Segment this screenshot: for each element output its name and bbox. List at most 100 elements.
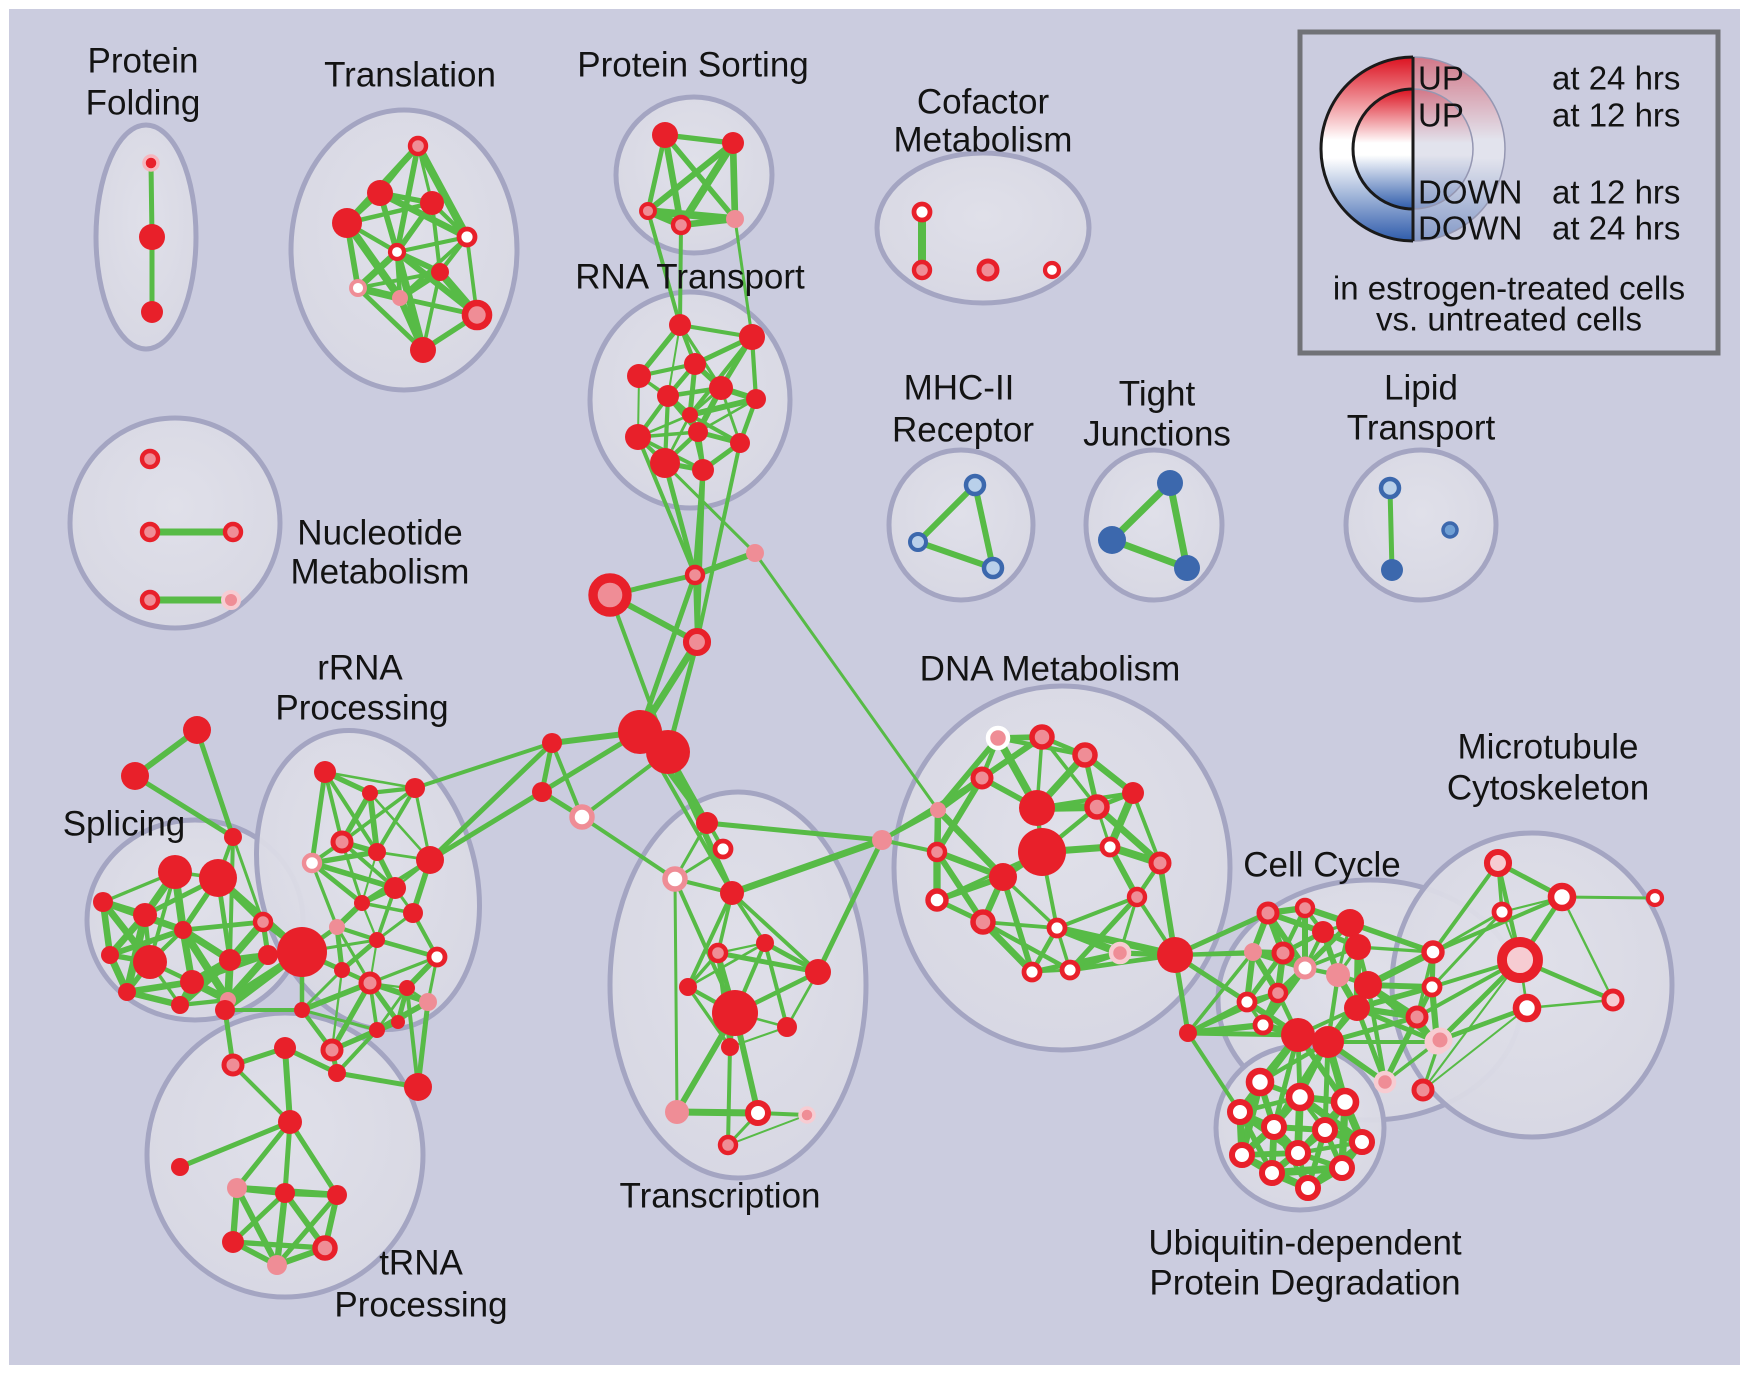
network-node [399,980,415,996]
network-edge [230,1190,288,1245]
network-edge [933,774,986,856]
network-edge [686,941,767,989]
network-edge [323,770,344,844]
network-edge [1421,958,1522,1092]
network-node [1326,963,1350,987]
network-node [682,627,712,657]
network-node [367,180,393,206]
network-node [403,903,423,923]
cluster-label-lipid-transport: Lipid [1384,369,1458,408]
network-node [1285,1082,1315,1112]
network-edge [414,142,471,241]
network-node [158,855,192,889]
network-node [1336,909,1364,937]
network-edge [415,999,431,1090]
network-node [294,1002,310,1018]
network-node [1441,521,1459,539]
network-node [171,996,189,1014]
network-node [215,1000,235,1020]
network-node [133,903,157,927]
cluster-ellipse-trna-processing [144,1010,426,1300]
network-edge [179,926,232,1004]
network-edge [355,285,426,353]
network-node [349,279,367,297]
network-node [1345,934,1371,960]
network-node [1271,941,1295,965]
network-node [665,1100,689,1124]
network-node [696,812,718,834]
network-node [1084,794,1110,820]
network-node [1645,888,1665,908]
network-node [121,762,149,790]
network-node [692,459,714,481]
network-edge [413,741,554,790]
network-edge [309,849,380,866]
network-node [1072,742,1098,768]
network-node [1042,260,1062,280]
network-edge [300,968,344,1012]
cluster-label-tight-junctions: Tight [1119,375,1196,414]
network-edge [367,790,380,855]
legend: UP at 24 hrs UP at 12 hrs DOWN at 12 hrs DOWN a… [1297,29,1721,356]
network-edge [330,968,344,1052]
network-node [1329,1155,1355,1181]
network-edge [123,988,184,1009]
network-edge [1560,895,1615,1002]
network-node [1179,1024,1197,1042]
network-node [1378,476,1402,500]
network-node [1497,937,1543,983]
network-node [985,725,1011,751]
network-node [756,934,774,952]
network-edge [374,785,418,855]
network-node [722,132,744,154]
cluster-label-trna-processing: tRNA [379,1244,463,1283]
network-edge [687,396,759,418]
network-edge [580,815,677,881]
network-node [101,946,119,964]
network-node [650,448,680,478]
network-edge [678,223,683,327]
network-node [410,337,436,363]
network-edge [815,837,885,975]
network-node [532,782,552,802]
network-node [330,830,354,854]
network-node [646,730,690,774]
network-node [133,945,167,979]
legend-outer-right-outline [1412,56,1506,242]
network-edge [1431,861,1500,954]
network-edge [340,840,397,890]
cluster-label-microtubule-cytoskeleton: Microtubule [1458,728,1639,767]
network-node [142,154,160,172]
network-node [431,263,449,281]
network-node [963,473,987,497]
cluster-label-ubiquitin-degradation: Ubiquitin-dependent [1148,1224,1462,1263]
network-node [542,733,562,753]
network-node [1344,995,1370,1021]
network-edge [309,860,398,891]
network-node [416,846,444,874]
cluster-ellipse-lipid-transport [1343,447,1499,603]
network-edge [309,769,328,866]
network-edge [550,741,584,819]
network-edge [309,860,365,906]
cluster-label-protein-sorting: Protein Sorting [577,46,809,85]
network-node [1261,1114,1287,1140]
legend-faded-half [1413,57,1505,241]
network-node [1354,971,1382,999]
network-edge [335,1028,379,1075]
network-node [730,433,750,453]
network-edge [395,235,469,254]
network-node [1483,848,1513,878]
network-node [1421,940,1445,964]
network-edge [1166,479,1191,572]
network-node [1252,1014,1274,1036]
network-edge [1525,998,1615,1010]
network-node [258,945,278,965]
network-edge [673,877,679,1114]
network-node [180,970,204,994]
cluster-label-trna-processing: Processing [334,1286,507,1325]
network-edge [340,786,417,844]
network-node [745,1100,771,1126]
